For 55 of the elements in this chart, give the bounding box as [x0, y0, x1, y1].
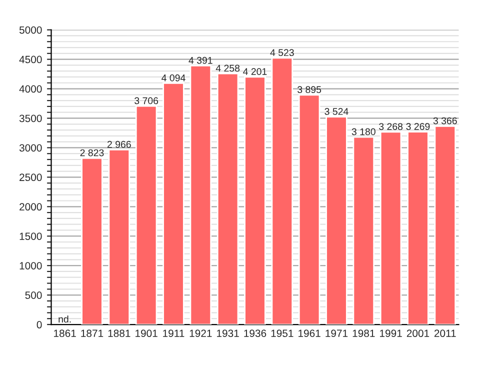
x-tick-label: 1991 — [380, 330, 402, 338]
data-label: 3 180 — [352, 128, 376, 136]
y-tick-label: 4500 — [19, 56, 42, 64]
x-tick-label: 1881 — [108, 330, 130, 338]
x-tick-label: 1921 — [190, 330, 212, 338]
y-tick-label: 4000 — [19, 85, 42, 93]
data-label: 2 823 — [80, 149, 104, 156]
data-label: 3 268 — [379, 123, 403, 130]
bar — [380, 131, 402, 325]
x-tick-label: 1871 — [81, 330, 104, 338]
data-label: 3 524 — [324, 108, 348, 115]
bar — [407, 131, 429, 325]
y-tick-label: 2000 — [20, 203, 42, 211]
bar — [162, 82, 184, 325]
bar — [81, 157, 103, 325]
bar — [108, 149, 130, 325]
data-label: 4 201 — [243, 68, 267, 76]
data-label: 4 391 — [188, 56, 212, 64]
y-tick-label: 1000 — [20, 262, 42, 270]
x-tick-label: 1861 — [54, 330, 76, 338]
bar — [244, 76, 266, 325]
y-tick-label: 5000 — [19, 26, 42, 34]
y-tick-label: 2500 — [20, 174, 42, 182]
data-label: 3 269 — [406, 123, 430, 130]
bar — [352, 136, 375, 325]
data-label: 4 523 — [270, 49, 294, 56]
data-label: 4 094 — [162, 74, 186, 82]
bar — [135, 105, 158, 325]
x-tick-label: 1911 — [163, 330, 184, 338]
bar — [434, 125, 456, 325]
x-tick-label: 1961 — [298, 330, 320, 338]
data-label: 3 895 — [298, 86, 322, 94]
x-tick-label: 1981 — [352, 330, 375, 338]
y-tick-label: 3500 — [19, 114, 42, 122]
bar — [271, 57, 294, 325]
x-tick-label: 1901 — [136, 330, 158, 338]
bar — [326, 116, 348, 325]
x-tick-label: 1951 — [271, 330, 294, 338]
x-tick-label: 2011 — [434, 330, 456, 338]
text: nd. — [58, 315, 71, 323]
x-tick-label: 1971 — [326, 330, 348, 338]
data-label: 4 258 — [216, 64, 240, 72]
x-tick-label: 1936 — [244, 330, 266, 338]
y-tick-label: 3000 — [19, 144, 42, 152]
data-label: 3 366 — [433, 117, 457, 124]
y-tick-label: 1500 — [20, 232, 42, 240]
bar — [298, 94, 320, 325]
bar — [190, 65, 212, 325]
y-tick-label: 500 — [25, 292, 42, 299]
x-tick-label: 2001 — [406, 330, 430, 338]
data-label: 2 966 — [107, 140, 131, 148]
y-tick-label: 0 — [36, 321, 42, 328]
x-tick-label: 1931 — [217, 330, 239, 338]
bar — [216, 72, 239, 325]
data-label: 3 706 — [134, 97, 158, 104]
